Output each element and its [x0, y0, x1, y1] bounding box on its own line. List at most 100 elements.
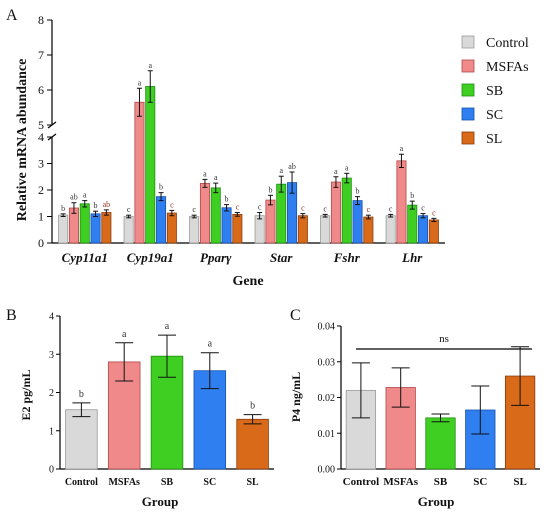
panel-b-significance-letter: a [122, 329, 127, 340]
panel-c-y-tick-label: 0.00 [318, 465, 336, 476]
panel-a-bar-cyp11a1-control [58, 214, 69, 244]
legend-label-msfas: MSFAs [486, 60, 529, 75]
panel-a-bar-fshr-sl [363, 216, 374, 244]
panel-a-significance-letter: c [421, 204, 425, 213]
panel-a-significance-letter: a [334, 167, 338, 176]
panel-a-significance-letter: c [323, 204, 327, 213]
panel-a-bar-star-sl [297, 215, 308, 244]
panel-a-category-lhr: Lhr [401, 250, 423, 265]
panel-a-letter: A [6, 7, 18, 24]
panel-a-significance-letter: c [127, 205, 131, 214]
panel-a-bar-lhr-sl [428, 219, 439, 244]
panel-a-category-cyp19a1: Cyp19a1 [127, 250, 174, 265]
panel-a-significance-letter: c [301, 204, 305, 213]
panel-b-y-tick-label: 4 [49, 312, 54, 323]
legend-label-sb: SB [486, 84, 503, 99]
panel-a-significance-letter: b [410, 191, 414, 200]
panel-a-bar-cyp19a1-msfas [134, 101, 145, 244]
panel-a-y-tick-label: 4 [38, 130, 44, 144]
panel-c-category-sl: SL [513, 476, 526, 488]
panel-b-category-sb: SB [161, 477, 174, 488]
panel-b-bar-sl [236, 418, 269, 470]
panel-c-category-labels: Control MSFAs SB SC SL [343, 476, 527, 488]
panel-c-chart: Control MSFAs SB SC SL 0.000.010.020.030.04 … [289, 322, 540, 509]
panel-c-category-msfas: MSFAs [383, 476, 418, 488]
panel-a-significance-letter: c [236, 203, 240, 212]
panel-a-bar-fshr-sb [341, 177, 352, 244]
panel-a-significance-letter: c [432, 208, 436, 217]
panel-b-bars: b a a a b [65, 321, 269, 470]
panel-b-y-tick-label: 3 [49, 350, 54, 361]
panel-a-significance-letter: a [138, 78, 142, 87]
panel-a-bar-lhr-sb [407, 204, 418, 244]
legend-label-sc: SC [486, 108, 503, 123]
panel-a-y-tick-label: 1 [38, 210, 44, 224]
panel-b-y-tick-label: 0 [49, 465, 54, 476]
panel-c-y-tick-label: 0.01 [318, 429, 336, 440]
legend-label-control: Control [486, 36, 529, 51]
panel-b-significance-letter: b [250, 401, 255, 412]
panel-a-significance-letter: a [83, 191, 87, 200]
panel-a-bar-lhr-control [385, 215, 396, 244]
legend-label-sl: SL [486, 132, 502, 147]
panel-a-significance-letter: a [279, 166, 283, 175]
panel-a-bar-cyp11a1-sl [101, 212, 112, 244]
panel-a-bar-star-sb [276, 183, 287, 244]
panel-b-category-labels: Control MSFAs SB SC SL [65, 477, 259, 488]
panel-a-y-axis-label: Relative mRNA abundance [15, 59, 30, 222]
panel-a-significance-letter: b [225, 195, 229, 204]
legend-swatch-control [461, 35, 475, 49]
panel-a-y-tick-label: 3 [38, 157, 44, 171]
panel-a-significance-letter: a [345, 163, 349, 172]
panel-a-bar-ppar-sb [210, 187, 221, 244]
panel-a-bar-ppar-sl [232, 213, 243, 244]
panel-a-y-tick-label: 0 [38, 236, 44, 250]
panel-a-bar-lhr-sc [418, 215, 429, 244]
panel-c-bars [345, 346, 536, 470]
legend-swatch-sl [461, 131, 475, 145]
panel-b-significance-letter: a [208, 339, 213, 350]
panel-b-category-control: Control [65, 477, 98, 488]
panel-a-significance-letter: ab [103, 200, 111, 209]
panel-a-x-axis-label: Gene [232, 274, 263, 289]
panel-b-y-tick-label: 2 [49, 388, 54, 399]
panel-a-bar-ppar-sc [221, 207, 232, 244]
panel-a-y-ticks: 0 1 2 3 45 6 7 8 [38, 13, 52, 250]
panel-a-bar-fshr-msfas [330, 181, 341, 244]
panel-b-y-ticks: 0 1 2 3 4 [49, 312, 60, 476]
panel-a-significance-letter: b [356, 187, 360, 196]
panel-a-significance-letter: c [170, 200, 174, 209]
panel-a-y-tick-label: 6 [38, 83, 44, 97]
panel-a-significance-letter: a [203, 169, 207, 178]
panel-b-x-axis-label: Group [142, 494, 179, 509]
panel-a-bar-cyp19a1-sb [145, 86, 156, 244]
panel-b-letter: B [6, 307, 17, 324]
panel-a-significance-letter: ab [288, 162, 296, 171]
panel-a-significance-letter: c [367, 205, 371, 214]
panel-a-bar-star-control [254, 215, 265, 244]
panel-b-y-axis-label: E2 pg/mL [19, 369, 33, 420]
panel-a-category-labels: Cyp11a1 Cyp19a1 Pparγ Star Fshr Lhr [62, 250, 424, 265]
panel-a-bar-cyp11a1-sb [79, 203, 90, 244]
panel-c-y-tick-label: 0.03 [318, 357, 336, 368]
panel-c-bar-sb [425, 417, 456, 470]
panel-a-bar-star-msfas [265, 199, 276, 244]
panel-a-bar-cyp19a1-control [123, 216, 134, 244]
panel-a-bar-cyp19a1-sl [166, 212, 177, 244]
panel-c-letter: C [290, 307, 301, 324]
panel-b-bar-control [65, 409, 98, 470]
panel-a-category-fshr: Fshr [333, 250, 361, 265]
panel-c-y-axis-label: P4 ng/mL [289, 372, 303, 422]
panel-a-category-cyp11a1: Cyp11a1 [62, 250, 108, 265]
panel-a-significance-letter: a [148, 61, 152, 70]
panel-a-significance-letter: ab [70, 193, 78, 202]
panel-c-bar-control [345, 389, 377, 470]
panel-b-significance-letter: b [79, 389, 84, 400]
panel-a-bar-fshr-sc [352, 200, 363, 244]
legend-swatch-msfas [461, 59, 475, 73]
panel-a-category-star: Star [270, 250, 293, 265]
